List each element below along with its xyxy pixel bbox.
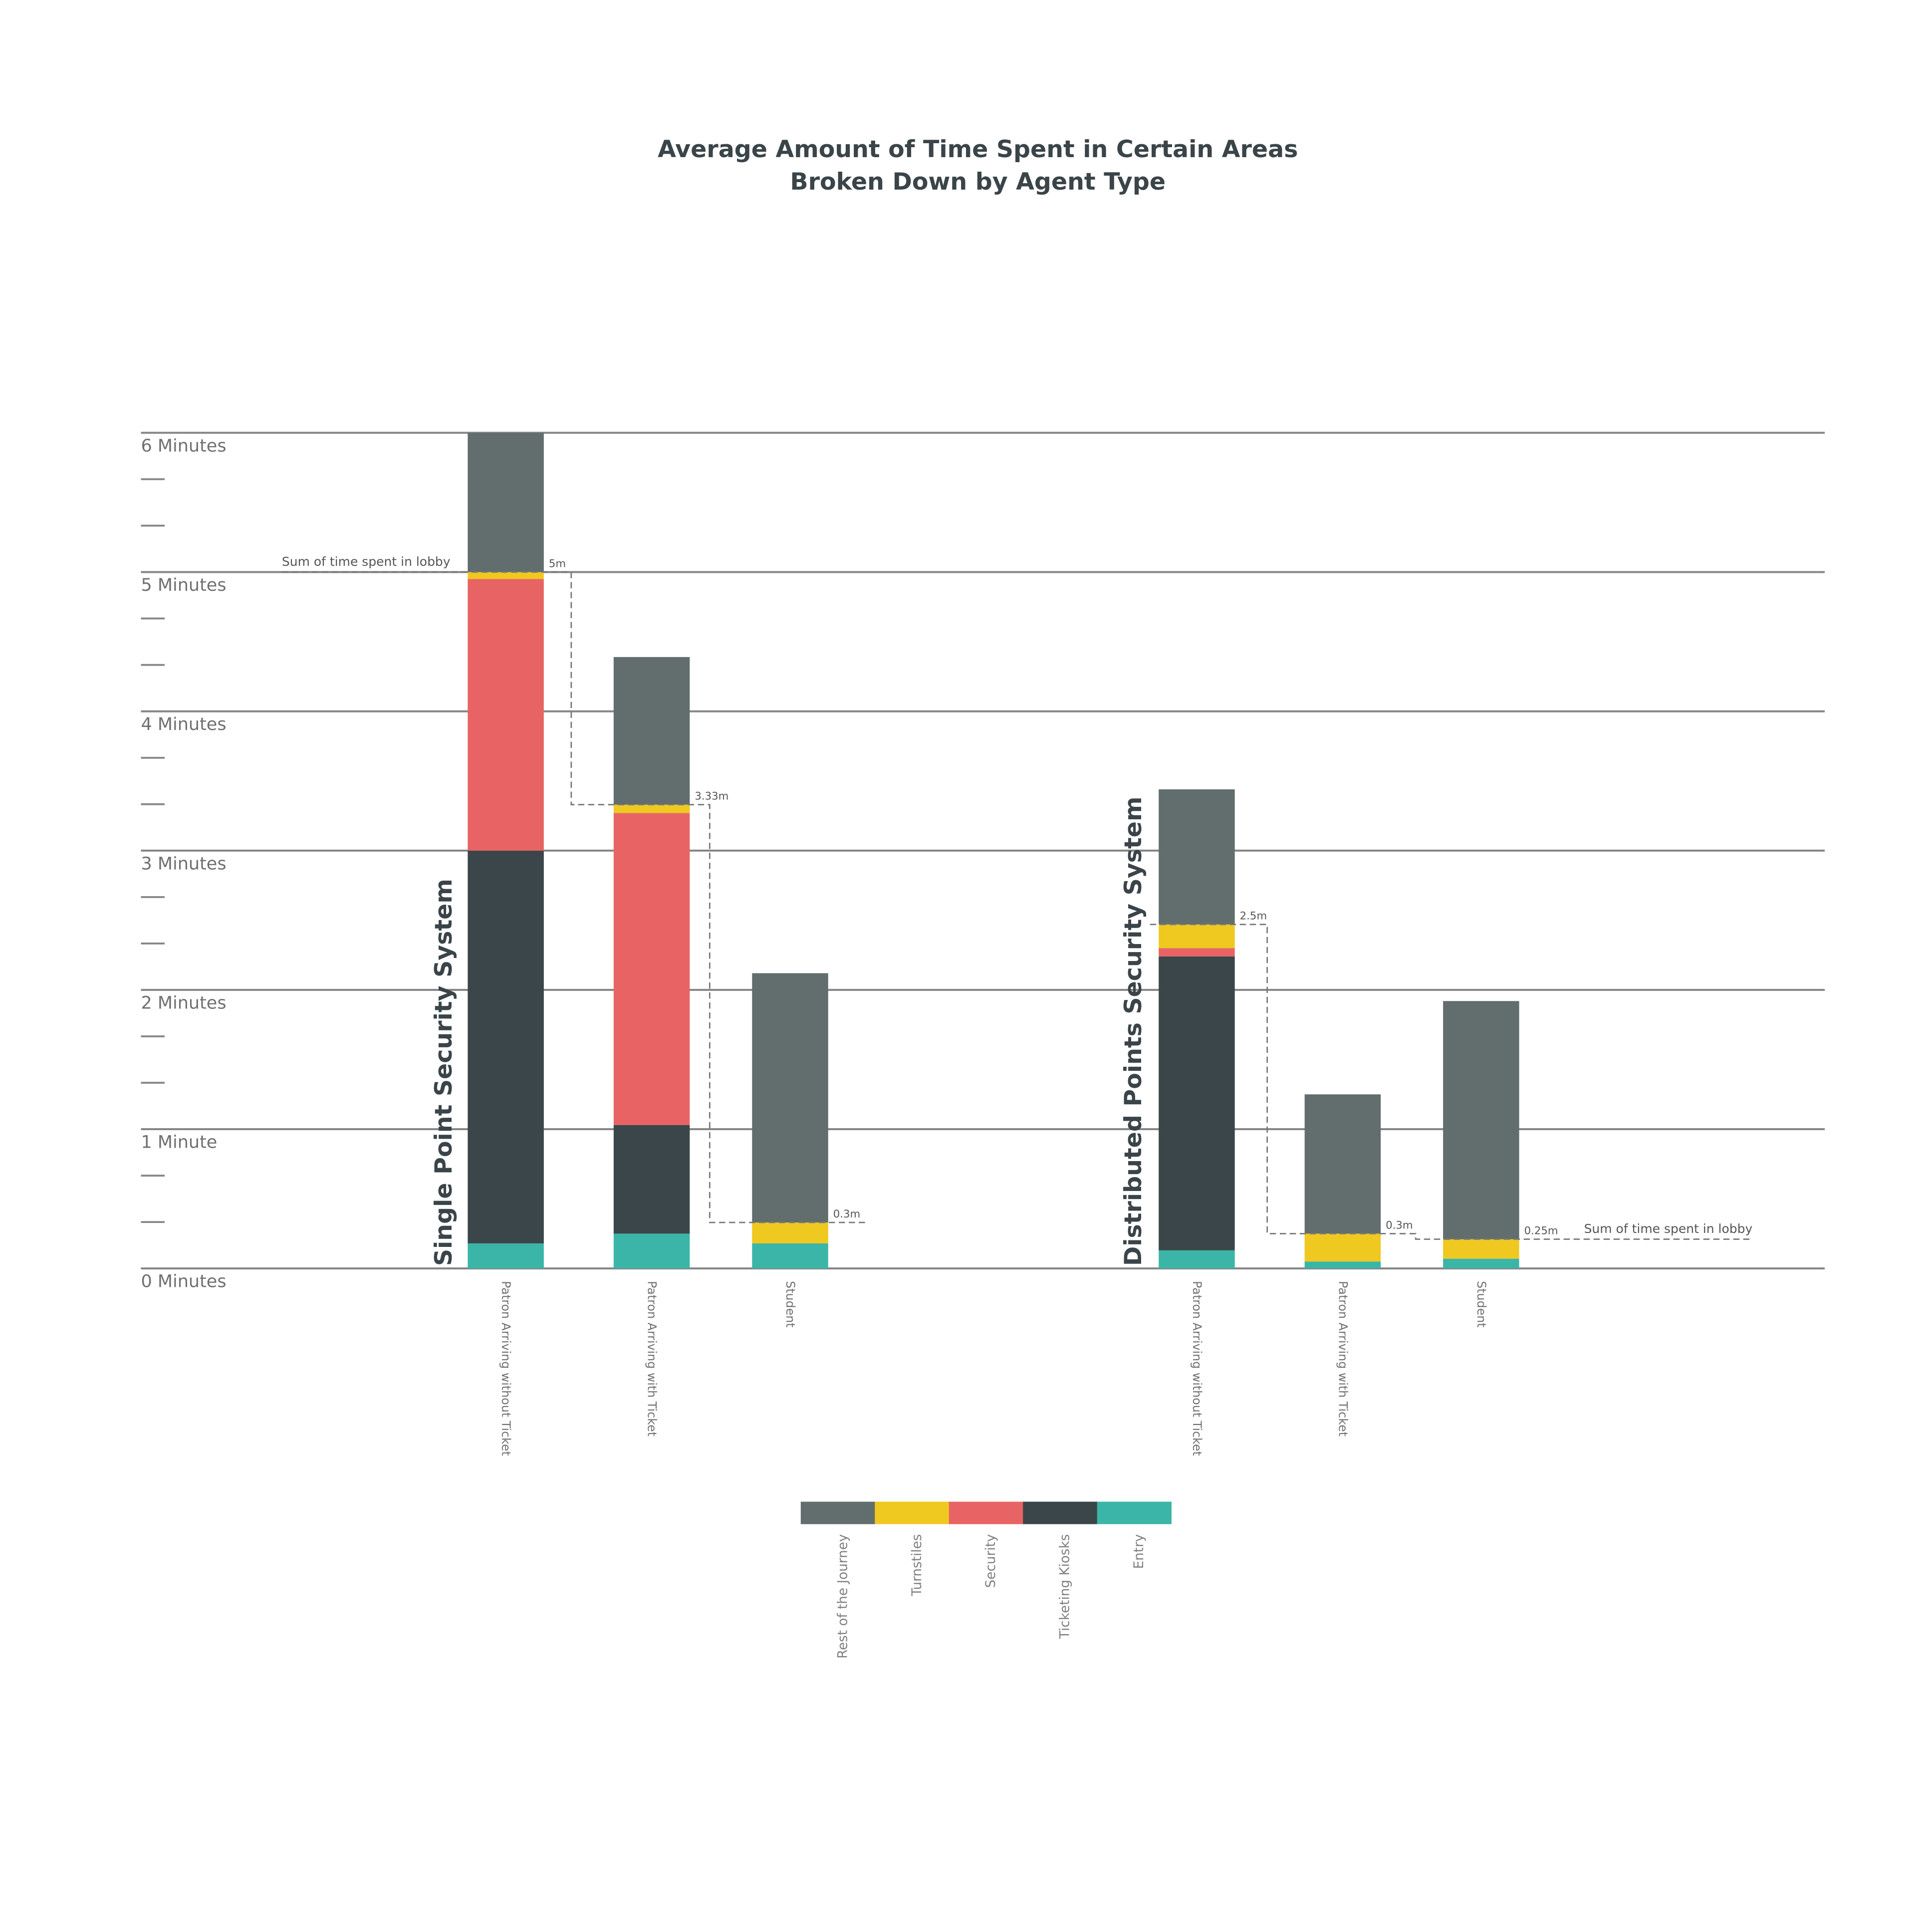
category-label: Patron Arriving with Ticket	[1336, 1281, 1350, 1437]
legend: Rest of the Journey Turnstiles Security Tic…	[800, 1501, 1172, 1659]
bar-segment-entry	[468, 1243, 544, 1269]
labels: Patron Arriving without Ticket Patron Arr…	[430, 797, 1488, 1456]
y-tick-label: 2 Minutes	[141, 993, 226, 1013]
category-label: Student	[783, 1281, 797, 1327]
legend-label: Entry	[1132, 1534, 1147, 1569]
lobby-sum-label: Sum of time spent in lobby	[282, 554, 451, 569]
lobby-dashed-line	[281, 571, 867, 1223]
y-tick-label: 1 Minute	[141, 1133, 217, 1153]
category-label: Patron Arriving without Ticket	[1190, 1281, 1204, 1456]
bars	[468, 433, 1519, 1269]
bar-segment-turnstiles	[613, 804, 690, 813]
bar-segment-turnstiles	[1159, 924, 1235, 949]
lobby-annotations: 5m 3.33m 0.3m Sum of time spent in lobby 2.5…	[281, 554, 1753, 1240]
lobby-value-label: 0.3m	[1386, 1219, 1413, 1231]
chart-subtitle: Broken Down by Agent Type	[790, 168, 1166, 196]
legend-label: Rest of the Journey	[835, 1534, 850, 1659]
bar-segment-entry	[613, 1233, 690, 1269]
y-tick-label: 0 Minutes	[141, 1272, 226, 1292]
legend-swatch	[875, 1501, 950, 1524]
bar-segment-turnstiles	[1304, 1233, 1381, 1262]
legend-label: Security	[983, 1534, 998, 1588]
bar-segment-turnstiles	[1443, 1239, 1519, 1259]
bar-segment-turnstiles	[752, 1222, 828, 1243]
legend-swatch	[949, 1501, 1023, 1524]
category-label: Patron Arriving with Ticket	[645, 1281, 659, 1437]
bar-segment-entry	[1304, 1261, 1381, 1269]
group-label: Distributed Points Security System	[1120, 797, 1147, 1266]
legend-swatch	[1023, 1501, 1098, 1524]
lobby-value-label: 3.33m	[695, 790, 728, 803]
category-label: Student	[1474, 1281, 1488, 1327]
bar-segment-security	[1159, 948, 1235, 957]
lobby-value-label: 0.3m	[833, 1208, 860, 1220]
lobby-value-label: 2.5m	[1240, 910, 1267, 923]
lobby-value-label: 0.25m	[1524, 1225, 1558, 1237]
bar-segment-ticketing-kiosks	[613, 1125, 690, 1234]
bar-segment-security	[613, 813, 690, 1125]
bar-segment-rest-of-the-journey	[1304, 1094, 1381, 1234]
lobby-value-label: 5m	[549, 558, 566, 570]
legend-label: Turnstiles	[910, 1534, 925, 1597]
category-label: Patron Arriving without Ticket	[499, 1281, 513, 1456]
bar-segment-rest-of-the-journey	[1443, 1001, 1519, 1239]
lobby-dashed-line	[1150, 924, 1750, 1240]
lobby-sum-label: Sum of time spent in lobby	[1584, 1221, 1753, 1236]
bar-segment-rest-of-the-journey	[613, 657, 690, 805]
group-label: Single Point Security System	[430, 879, 458, 1266]
legend-swatch	[800, 1501, 876, 1524]
bar-segment-rest-of-the-journey	[1159, 789, 1235, 925]
y-tick-label: 3 Minutes	[141, 854, 226, 874]
bar-segment-ticketing-kiosks	[468, 850, 544, 1243]
y-tick-label: 4 Minutes	[141, 715, 226, 734]
y-tick-label: 5 Minutes	[141, 575, 226, 595]
y-tick-label: 6 Minutes	[141, 436, 226, 456]
bar-segment-turnstiles	[468, 572, 544, 579]
chart-title: Average Amount of Time Spent in Certain …	[658, 136, 1298, 163]
bar-segment-entry	[752, 1243, 828, 1269]
bar-segment-entry	[1443, 1258, 1519, 1269]
bar-segment-rest-of-the-journey	[468, 433, 544, 572]
legend-swatch	[1097, 1501, 1172, 1524]
legend-label: Ticketing Kiosks	[1058, 1534, 1073, 1640]
bar-segment-entry	[1159, 1250, 1235, 1269]
bar-segment-security	[468, 579, 544, 851]
bar-segment-ticketing-kiosks	[1159, 956, 1235, 1250]
bar-segment-rest-of-the-journey	[752, 973, 828, 1223]
